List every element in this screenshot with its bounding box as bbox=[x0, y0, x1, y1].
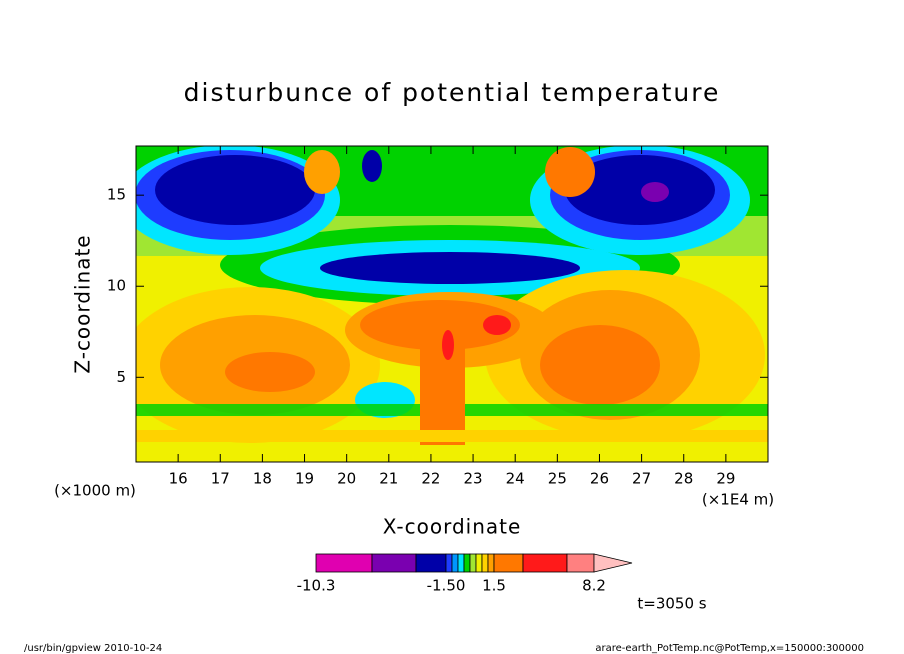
x-unit: (×1E4 m) bbox=[702, 491, 774, 509]
annotation: t=3050 s bbox=[637, 595, 706, 613]
x-tick-label: 21 bbox=[379, 470, 398, 488]
contour-region bbox=[155, 155, 315, 225]
contour-region bbox=[320, 252, 580, 284]
contour-region bbox=[136, 430, 768, 442]
x-tick-label: 17 bbox=[211, 470, 230, 488]
colorbar-tick-label: -1.50 bbox=[427, 577, 466, 595]
contour-region bbox=[225, 352, 315, 392]
x-tick-label: 23 bbox=[464, 470, 483, 488]
colorbar-segment bbox=[415, 553, 447, 573]
y-tick-label: 5 bbox=[116, 368, 126, 386]
colorbar-segment bbox=[457, 553, 465, 573]
x-tick-label: 18 bbox=[253, 470, 272, 488]
colorbar-segment bbox=[475, 553, 483, 573]
x-tick-label: 20 bbox=[337, 470, 356, 488]
x-tick-label: 27 bbox=[632, 470, 651, 488]
colorbar-segment bbox=[463, 553, 471, 573]
contour-region bbox=[565, 155, 715, 225]
x-tick-label: 29 bbox=[716, 470, 735, 488]
footer-right: arare-earth_PotTemp.nc@PotTemp,x=150000:… bbox=[595, 643, 864, 654]
y-axis-title: Z-coordinate bbox=[71, 234, 95, 373]
colorbar-segment bbox=[371, 553, 417, 573]
colorbar-segment bbox=[481, 553, 489, 573]
y-tick-label: 15 bbox=[107, 186, 126, 204]
x-tick-label: 19 bbox=[295, 470, 314, 488]
colorbar-segment bbox=[315, 553, 373, 573]
x-tick-label: 26 bbox=[590, 470, 609, 488]
x-tick-label: 24 bbox=[506, 470, 525, 488]
contour-region bbox=[483, 315, 511, 335]
colorbar-segment bbox=[445, 553, 453, 573]
chart-title: disturbunce of potential temperature bbox=[184, 78, 721, 107]
contour-region bbox=[362, 150, 382, 182]
contour-region bbox=[540, 325, 660, 405]
colorbar-segment bbox=[451, 553, 459, 573]
x-tick-label: 16 bbox=[169, 470, 188, 488]
colorbar-tick-label: 8.2 bbox=[582, 577, 606, 595]
x-tick-label: 28 bbox=[674, 470, 693, 488]
contour-region bbox=[641, 182, 669, 202]
y-tick-label: 10 bbox=[107, 277, 126, 295]
colorbar-segment bbox=[469, 553, 477, 573]
contour-field bbox=[136, 146, 768, 462]
y-unit: (×1000 m) bbox=[54, 482, 136, 500]
contour-region bbox=[545, 147, 595, 197]
x-tick-label: 25 bbox=[548, 470, 567, 488]
x-tick-label: 22 bbox=[421, 470, 440, 488]
colorbar-tick-label: -10.3 bbox=[297, 577, 336, 595]
colorbar-segment bbox=[566, 553, 595, 573]
colorbar-tick-label: 1.5 bbox=[482, 577, 506, 595]
footer-left: /usr/bin/gpview 2010-10-24 bbox=[24, 643, 162, 654]
colorbar-segment bbox=[522, 553, 568, 573]
x-axis-title: X-coordinate bbox=[383, 515, 522, 539]
contour-region bbox=[442, 330, 454, 360]
colorbar-segment bbox=[487, 553, 495, 573]
plot-frame bbox=[135, 145, 769, 463]
contour-region bbox=[360, 300, 520, 350]
colorbar-segment bbox=[493, 553, 524, 573]
colorbar-extension bbox=[593, 553, 633, 573]
contour-region bbox=[304, 150, 340, 194]
